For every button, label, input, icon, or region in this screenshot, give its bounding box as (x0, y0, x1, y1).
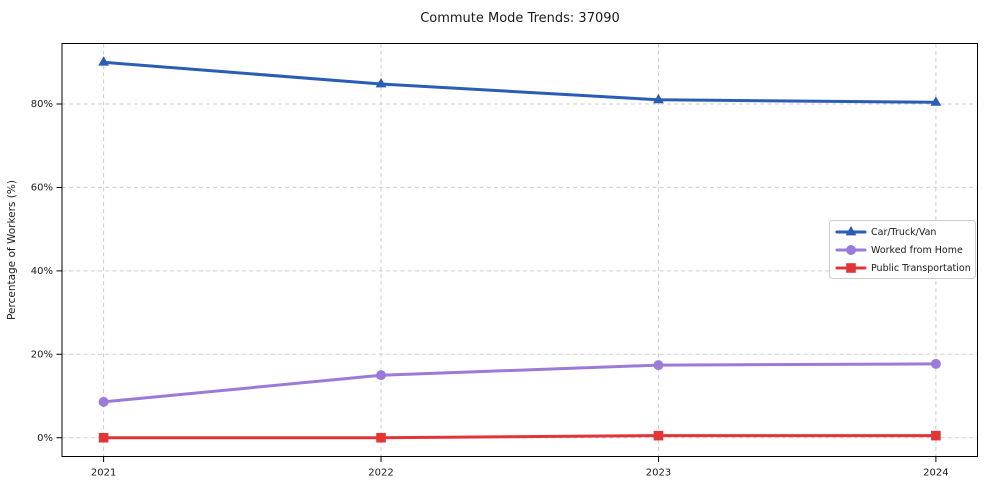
y-tick-label-60: 60% (31, 183, 53, 194)
legend-marker-car-truck-van (845, 226, 857, 236)
series-marker-worked-from-home-2022 (376, 370, 387, 381)
series-marker-public-transportation-2022 (376, 432, 386, 443)
chart-title: Commute Mode Trends: 37090 (420, 11, 620, 26)
y-tick-label-20: 20% (31, 349, 53, 360)
series-marker-car-truck-van-2024 (930, 96, 942, 106)
series-marker-worked-from-home-2021 (98, 396, 109, 407)
series-marker-worked-from-home-2024 (930, 358, 941, 369)
y-tick-label-0: 0% (37, 433, 53, 444)
axes-layer: 2021 2022 2023 2024 0% 20% 40% 60% 80% (31, 43, 978, 479)
series-marker-public-transportation-2023 (653, 430, 664, 441)
plot-border (61, 43, 978, 457)
legend-marker-public-transportation (846, 263, 856, 273)
series-marker-car-truck-van-2023 (653, 93, 664, 104)
y-tick-label-40: 40% (31, 266, 53, 277)
y-axis-label: Percentage of Workers (%) (6, 180, 18, 320)
legend-label-worked-from-home: Worked from Home (871, 245, 963, 256)
series-line-car-truck-van (102, 60, 938, 104)
x-tick-label-2022: 2022 (368, 468, 393, 479)
legend-label-public-transportation: Public Transportation (871, 263, 971, 274)
legend-label-car-truck-van: Car/Truck/Van (871, 227, 936, 238)
x-tick-label-2021: 2021 (91, 468, 116, 479)
series-layer (98, 56, 942, 443)
x-tick-label-2024: 2024 (923, 468, 948, 479)
y-tick-label-80: 80% (31, 99, 53, 110)
series-marker-public-transportation-2024 (931, 430, 941, 441)
series-marker-car-truck-van-2021 (98, 56, 110, 66)
legend: Car/Truck/Van Worked from Home Public Tran… (829, 220, 976, 279)
legend-marker-worked-from-home (846, 245, 856, 255)
series-marker-car-truck-van-2022 (375, 77, 387, 88)
series-line-worked-from-home (102, 362, 938, 404)
series-marker-public-transportation-2021 (98, 432, 109, 443)
series-marker-worked-from-home-2023 (653, 360, 664, 371)
x-tick-label-2023: 2023 (646, 468, 671, 479)
series-line-public-transportation (102, 434, 938, 440)
legend-box (829, 220, 976, 279)
